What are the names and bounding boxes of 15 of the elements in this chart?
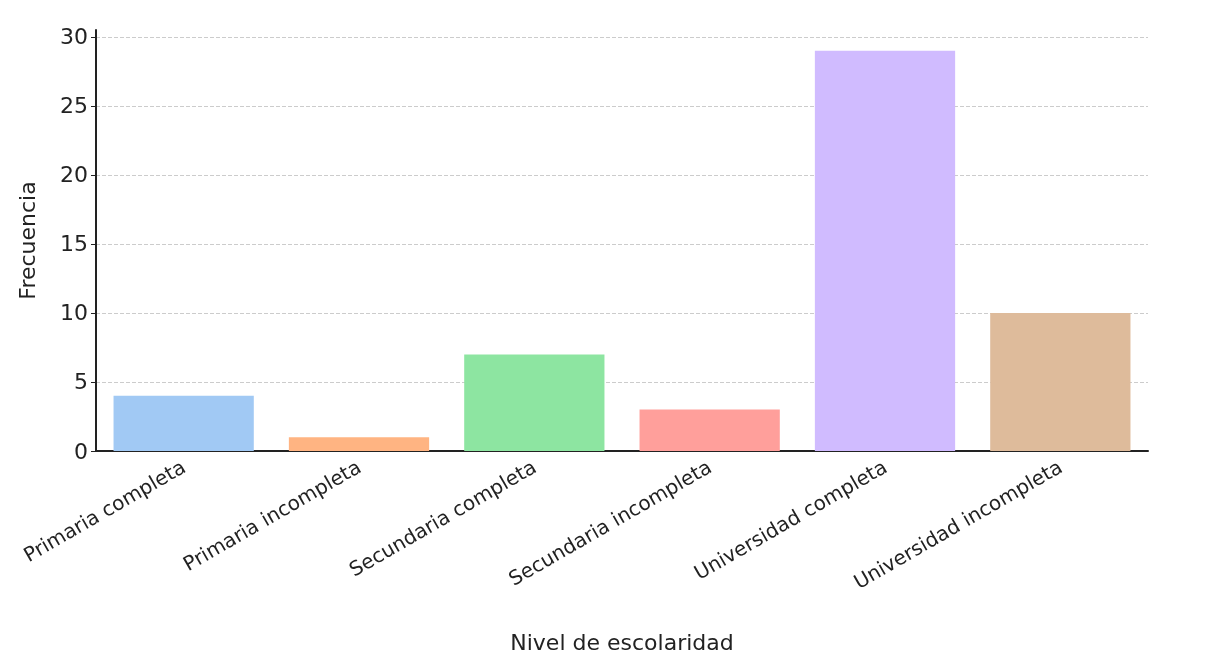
y-tick-label: 5 — [74, 369, 88, 395]
bar — [464, 354, 605, 451]
y-tick-label: 0 — [74, 438, 88, 464]
bar — [288, 437, 430, 451]
y-tick-label: 15 — [60, 231, 88, 257]
bar — [990, 312, 1131, 451]
y-tick-label: 20 — [60, 162, 88, 188]
y-tick-label: 10 — [60, 300, 88, 326]
bar — [113, 395, 254, 451]
bar — [639, 409, 780, 451]
y-tick-label: 25 — [60, 93, 88, 119]
x-axis-title: Nivel de escolaridad — [510, 629, 734, 655]
y-tick-label: 30 — [60, 24, 88, 50]
y-axis-title: Frecuencia — [14, 181, 40, 300]
bar — [814, 50, 956, 451]
